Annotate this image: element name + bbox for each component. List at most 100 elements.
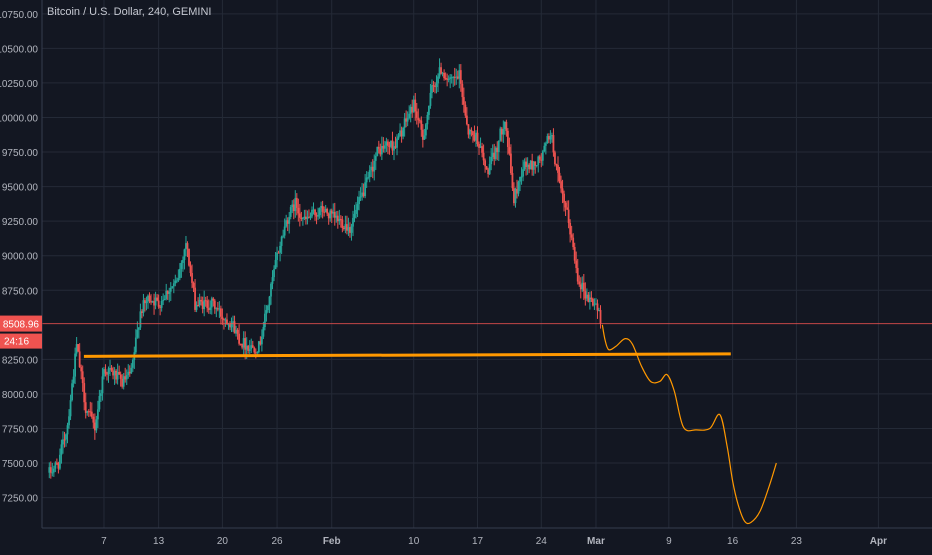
candle-down [563, 193, 565, 203]
candle-down [462, 97, 465, 105]
candle-up [178, 268, 181, 279]
candle-down [579, 284, 582, 290]
candle-up [551, 135, 553, 137]
candle-down [472, 131, 474, 136]
candles [48, 58, 602, 479]
candle-up [264, 313, 266, 328]
candle-down [516, 189, 518, 194]
candle-down [444, 78, 447, 80]
x-axis[interactable]: 7 13 20 26 Feb 10 17 24 Mar 9 16 23 Apr [42, 527, 932, 547]
candle-down [150, 300, 152, 303]
candle-down [506, 130, 509, 148]
candle-down [482, 152, 485, 161]
candle-down [440, 67, 442, 74]
candle-up [437, 76, 439, 84]
candle-up [447, 78, 450, 80]
candle-down [569, 222, 572, 235]
countdown-box [0, 333, 42, 349]
candle-down [119, 374, 122, 379]
y-tick-label: 9500.00 [2, 183, 39, 194]
candle-down [554, 152, 556, 165]
candle-down [382, 145, 385, 149]
candle-up [267, 305, 269, 311]
candle-down [446, 78, 449, 80]
candle-down [153, 301, 155, 306]
candle-down [236, 329, 239, 334]
candle-up [367, 177, 370, 179]
candle-up [209, 307, 212, 310]
y-tick-label: 9000.00 [2, 252, 39, 263]
candle-up [585, 294, 588, 299]
candle-down [226, 319, 228, 325]
candle-up [429, 92, 432, 106]
candle-down [194, 287, 196, 310]
candle-up [350, 226, 353, 233]
candle-up [154, 297, 157, 306]
candle-up [408, 113, 411, 119]
candle-down [387, 141, 389, 146]
candle-down [115, 370, 118, 380]
candle-up [113, 370, 116, 376]
candle-down [508, 147, 511, 154]
candle-up [458, 70, 461, 79]
x-tick-label: 24 [536, 536, 548, 547]
x-tick-label: 26 [272, 536, 284, 547]
candle-down [584, 291, 587, 299]
y-tick-label: 7250.00 [2, 494, 39, 505]
candle-up [274, 259, 277, 270]
candle-up [273, 269, 275, 278]
candle-down [470, 129, 473, 132]
x-tick-label: 13 [153, 536, 165, 547]
candle-down [513, 188, 515, 204]
candle-down [251, 345, 254, 348]
candle-up [59, 454, 61, 469]
y-axis[interactable]: 7250.00 7500.00 7750.00 8000.00 8250.00 8750.… [0, 0, 43, 528]
candle-up [242, 338, 245, 348]
candle-up [359, 196, 362, 198]
candle-up [182, 260, 184, 263]
candle-down [277, 252, 280, 254]
y-tick-label: 8750.00 [2, 286, 39, 297]
candle-up [526, 164, 529, 167]
candle-down [55, 462, 58, 464]
candle-down [377, 146, 380, 149]
candle-up [306, 216, 309, 220]
candle-down [327, 213, 330, 219]
candle-down [63, 439, 66, 441]
candle-down [219, 308, 222, 317]
candle-up [245, 345, 248, 350]
candle-up [324, 208, 327, 213]
candle-up [198, 299, 201, 306]
candle-up [593, 304, 596, 306]
candle-up [311, 209, 313, 217]
price-tag: 8508.96 24:16 [0, 315, 42, 349]
candle-down [341, 219, 344, 229]
candle-up [174, 280, 177, 284]
candle-up [399, 130, 401, 137]
candle-up [488, 164, 491, 175]
candle-down [418, 120, 421, 122]
candle-down [166, 290, 169, 294]
candle-down [247, 345, 250, 351]
candle-down [487, 169, 490, 175]
candle-down [592, 298, 594, 306]
candle-up [260, 336, 263, 345]
candle-down [578, 281, 581, 285]
candle-up [522, 169, 524, 177]
candle-up [282, 235, 285, 237]
candle-up [491, 152, 494, 157]
candle-up [537, 156, 540, 166]
candle-up [285, 220, 288, 227]
candle-up [137, 327, 140, 330]
candle-down [346, 224, 348, 231]
candle-down [464, 104, 467, 116]
x-tick-label: Apr [870, 536, 887, 547]
grid [42, 0, 932, 528]
candle-up [270, 283, 272, 297]
candle-down [538, 156, 541, 160]
candle-up [262, 327, 265, 337]
candle-down [566, 207, 569, 210]
candle-down [461, 83, 464, 98]
